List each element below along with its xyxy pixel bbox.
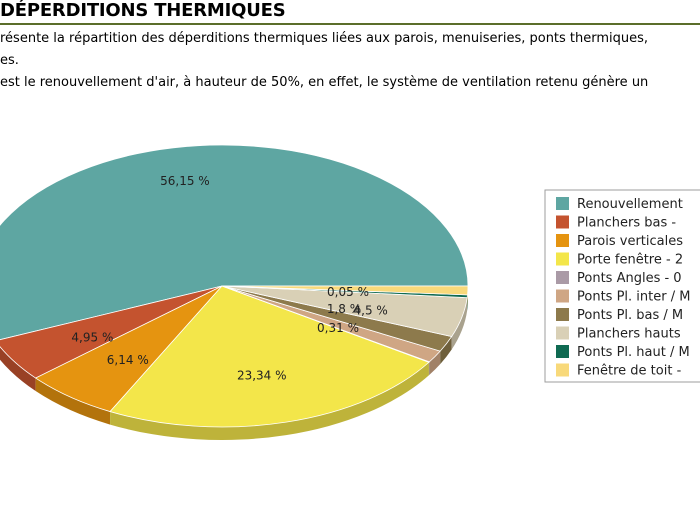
legend-swatch-2 xyxy=(556,234,569,247)
legend-swatch-7 xyxy=(556,326,569,340)
legend-swatch-5 xyxy=(556,289,569,303)
paragraph-line-3: est le renouvellement d'air, à hauteur d… xyxy=(0,75,649,90)
data-label-3: 23,34 % xyxy=(237,369,287,383)
pie-side-2 xyxy=(35,378,111,425)
legend-box xyxy=(544,189,700,383)
chart-legend: Renouvellement Planchers bas - Parois ver… xyxy=(544,189,700,383)
legend-label-5: Ponts Pl. inter / M xyxy=(577,290,690,305)
pie-slice-0 xyxy=(0,144,469,341)
legend-swatch-3 xyxy=(556,252,569,266)
data-label-4: 0,05 % xyxy=(327,285,369,299)
legend-swatch-9 xyxy=(556,363,569,377)
legend-label-6: Ponts Pl. bas / M xyxy=(577,308,683,323)
heading-underline xyxy=(0,23,700,25)
legend-label-7: Planchers hauts xyxy=(577,327,681,342)
legend-label-9: Fenêtre de toit - xyxy=(577,364,682,379)
legend-swatch-6 xyxy=(556,308,569,321)
paragraph-line-1: résente la répartition des déperditions … xyxy=(0,31,649,46)
data-label-1: 4,95 % xyxy=(71,330,113,344)
pie-slices-group xyxy=(0,144,469,428)
pie-slice-9 xyxy=(221,285,469,296)
legend-swatch-8 xyxy=(556,345,569,358)
pie-side-1 xyxy=(0,346,36,392)
legend-label-0: Renouvellement xyxy=(577,197,683,212)
pie-slice-3 xyxy=(109,285,430,428)
data-label-7: 4,5 % xyxy=(354,304,388,318)
data-label-8: 0,31 % xyxy=(317,321,359,335)
legend-label-2: Parois verticales xyxy=(577,234,683,249)
legend-label-1: Planchers bas - xyxy=(577,216,676,231)
data-label-6: 1,8 % xyxy=(327,302,361,316)
data-label-0: 56,15 % xyxy=(160,174,210,188)
legend-swatch-4 xyxy=(556,271,569,284)
paragraph-line-2: es. xyxy=(0,53,19,68)
data-label-2: 6,14 % xyxy=(107,353,149,367)
legend-swatch-1 xyxy=(556,215,569,229)
pie-data-labels: 56,15 % 4,95 % 6,14 % 23,34 % 0,05 % 1,8 %4,5… xyxy=(71,174,387,383)
pie-side-5 xyxy=(429,351,441,375)
section-title: DÉPERDITIONS THERMIQUES xyxy=(0,0,286,21)
pie-side-6 xyxy=(440,336,452,365)
legend-swatch-0 xyxy=(556,197,569,210)
legend-label-3: Porte fenêtre - 2 xyxy=(577,253,683,268)
legend-label-8: Ponts Pl. haut / M xyxy=(577,345,690,360)
section-heading: DÉPERDITIONS THERMIQUES xyxy=(0,0,700,25)
legend-label-4: Ponts Angles - 0 xyxy=(577,271,682,286)
